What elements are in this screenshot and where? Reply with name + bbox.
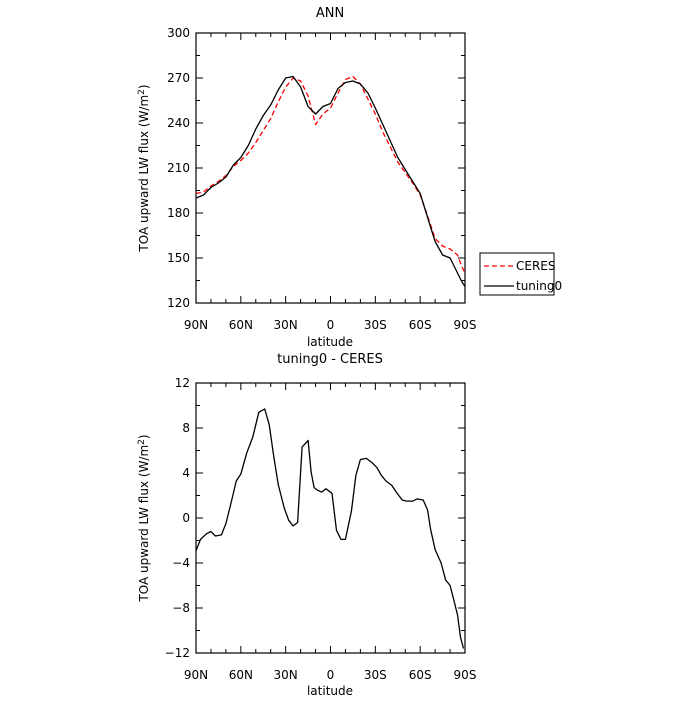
bottom-x-tick-label: 30S [364, 668, 387, 682]
top-series-lines [195, 75, 466, 287]
top-x-tick-label: 90S [454, 318, 477, 332]
top-ticks [195, 32, 466, 304]
bottom-y-tick-label: 8 [182, 421, 190, 435]
legend-box [479, 252, 555, 296]
top-y-tick-labels: 120 150 180 210 240 270 300 [167, 26, 190, 310]
bottom-x-tick-label: 90S [454, 668, 477, 682]
top-y-tick-label: 240 [167, 116, 190, 130]
bottom-y-tick-labels: −12 −8 −4 0 4 8 12 [165, 376, 190, 660]
top-y-tick-label: 120 [167, 296, 190, 310]
top-plot-frame [195, 32, 466, 304]
bottom-panel: tuning0 - CERES 90N 60N 30N 0 30S 60S 90S −12−… [137, 352, 476, 698]
top-y-tick-label: 150 [167, 251, 190, 265]
bottom-x-tick-label: 0 [327, 668, 335, 682]
bottom-y-tick-label: 12 [175, 376, 190, 390]
bottom-y-axis-label: TOA upward LW flux (W/m2) [137, 434, 151, 602]
top-x-tick-label: 60S [409, 318, 432, 332]
top-x-tick-label: 30N [274, 318, 298, 332]
bottom-x-axis-label: latitude [307, 684, 353, 698]
bottom-series-line-difference [195, 408, 465, 649]
bottom-x-tick-label: 90N [184, 668, 208, 682]
top-panel: ANN 90N 60N 30N 0 30S 60S 90S 120 150 180 210 240 2… [137, 6, 562, 349]
legend-label-tuning0: tuning0 [516, 279, 562, 293]
top-x-tick-label: 30S [364, 318, 387, 332]
bottom-plot-frame [195, 382, 466, 654]
bottom-x-tick-labels: 90N 60N 30N 0 30S 60S 90S [184, 668, 477, 682]
top-series-line-tuning0 [195, 75, 466, 287]
bottom-x-tick-label: 60N [229, 668, 253, 682]
top-y-tick-label: 180 [167, 206, 190, 220]
legend: CERES tuning0 [479, 252, 562, 296]
bottom-x-tick-label: 60S [409, 668, 432, 682]
top-x-axis-label: latitude [307, 335, 353, 349]
top-x-tick-labels: 90N 60N 30N 0 30S 60S 90S [184, 318, 477, 332]
bottom-chart-title: tuning0 - CERES [277, 352, 383, 367]
top-y-axis-label: TOA upward LW flux (W/m2) [137, 84, 151, 252]
bottom-x-tick-label: 30N [274, 668, 298, 682]
bottom-ticks [195, 382, 466, 654]
bottom-series-lines [195, 408, 465, 649]
top-y-tick-label: 270 [167, 71, 190, 85]
legend-label-ceres: CERES [516, 259, 556, 273]
top-chart-title: ANN [316, 6, 344, 21]
bottom-y-tick-label: 0 [182, 511, 190, 525]
top-series-line-ceres [195, 75, 466, 274]
top-x-tick-label: 90N [184, 318, 208, 332]
top-x-tick-label: 0 [327, 318, 335, 332]
bottom-y-tick-label: −8 [172, 601, 190, 615]
top-y-tick-label: 300 [167, 26, 190, 40]
top-x-tick-label: 60N [229, 318, 253, 332]
top-y-tick-label: 210 [167, 161, 190, 175]
bottom-y-tick-label: −12 [165, 646, 190, 660]
bottom-y-tick-label: 4 [182, 466, 190, 480]
bottom-y-tick-label: −4 [172, 556, 190, 570]
